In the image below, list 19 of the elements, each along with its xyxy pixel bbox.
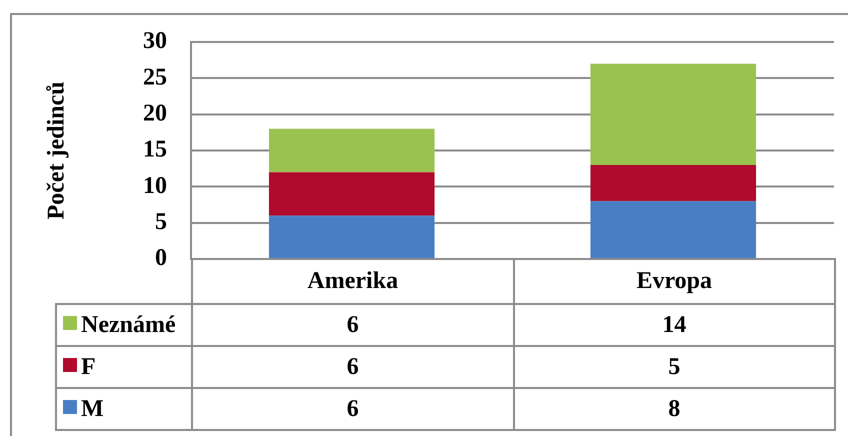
data-label: 6 — [346, 396, 359, 422]
data-label: 14 — [662, 312, 686, 338]
y-axis-title: Počet jedinců — [44, 82, 70, 220]
legend-label: M — [81, 396, 104, 422]
legend-label: Neznámé — [81, 312, 176, 338]
data-label: 6 — [346, 312, 359, 338]
y-tick-label: 10 — [143, 172, 167, 199]
x-tick-label: Evropa — [636, 268, 712, 294]
y-tick-label: 0 — [155, 245, 167, 272]
data-label: 6 — [346, 354, 359, 380]
y-tick-label: 20 — [143, 100, 167, 127]
y-tick-label: 15 — [143, 136, 167, 163]
y-tick-label: 5 — [155, 209, 167, 236]
x-tick-label: Amerika — [307, 268, 398, 294]
data-label: 5 — [668, 354, 680, 380]
y-tick-label: 25 — [143, 64, 167, 90]
data-label: 8 — [668, 396, 680, 422]
legend-label: F — [81, 354, 96, 380]
y-tick-label: 30 — [143, 28, 167, 54]
